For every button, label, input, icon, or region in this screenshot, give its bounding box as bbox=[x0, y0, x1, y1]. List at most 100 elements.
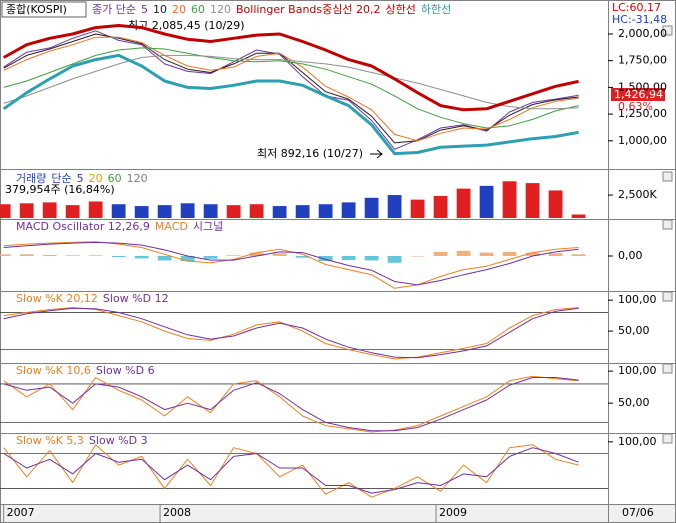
annotation: 최고 2,085,45 (10/29) bbox=[128, 19, 245, 32]
y-tick-label: 1,250,00 bbox=[618, 107, 667, 120]
last-date: 07/06 bbox=[622, 506, 654, 519]
annotation: 최저 892,16 (10/27) bbox=[257, 147, 363, 160]
y-tick-label: 50,00 bbox=[618, 396, 650, 409]
bar bbox=[272, 253, 287, 256]
bar bbox=[180, 256, 195, 262]
series-line bbox=[3, 47, 579, 129]
legend-label: 5 bbox=[77, 172, 84, 185]
bar bbox=[203, 204, 218, 218]
bar bbox=[341, 202, 356, 218]
bar bbox=[111, 204, 126, 218]
bar bbox=[387, 256, 402, 263]
legend-label: 시그널 bbox=[193, 220, 223, 233]
bar bbox=[19, 254, 34, 256]
legend-label: 상한선 bbox=[386, 3, 416, 16]
bar bbox=[456, 188, 471, 218]
legend-label: 20 bbox=[172, 3, 186, 16]
bar bbox=[249, 204, 264, 218]
bar bbox=[180, 203, 195, 218]
legend-label: 5 bbox=[141, 3, 148, 16]
panel-button bbox=[662, 363, 673, 374]
legend-label: Slow %K 20,12 bbox=[16, 292, 98, 305]
last-price: 1,426,94 bbox=[614, 88, 663, 101]
y-tick-label: 50,00 bbox=[618, 324, 650, 337]
bar bbox=[295, 256, 310, 258]
legend-label: Bollinger Bands중심선 20,2 bbox=[236, 3, 381, 16]
y-tick-label: 2,000,00 bbox=[618, 27, 667, 40]
legend-label: Slow %K 10,6 bbox=[16, 364, 91, 377]
bar bbox=[249, 252, 264, 256]
title-box bbox=[1, 1, 87, 18]
bar bbox=[0, 204, 11, 218]
bar bbox=[134, 206, 149, 218]
bar bbox=[318, 204, 333, 218]
volume-note: 379,954주 (16,84%) bbox=[5, 183, 115, 196]
series-line bbox=[3, 307, 579, 359]
y-tick-label: 100,00 bbox=[618, 364, 657, 377]
bar bbox=[134, 256, 149, 259]
bar bbox=[65, 255, 80, 256]
bar bbox=[226, 255, 241, 256]
bar bbox=[42, 254, 57, 256]
y-tick-label: 100,00 bbox=[618, 435, 657, 448]
series-line bbox=[3, 30, 579, 150]
bar bbox=[502, 181, 517, 218]
bar bbox=[548, 253, 563, 256]
y-tick-label: 1,750,00 bbox=[618, 54, 667, 67]
x-tick-label: 2008 bbox=[163, 506, 191, 519]
legend-label: 60 bbox=[191, 3, 205, 16]
bar bbox=[88, 201, 103, 218]
bar bbox=[42, 202, 57, 218]
panel-button bbox=[662, 219, 673, 230]
bar bbox=[295, 205, 310, 218]
series-line bbox=[2, 53, 579, 156]
legend-label: 120 bbox=[127, 172, 148, 185]
y-tick-label: 100,00 bbox=[618, 293, 657, 306]
bar bbox=[88, 255, 103, 256]
x-tick-label: 2007 bbox=[7, 506, 35, 519]
series-line bbox=[3, 36, 579, 142]
bar bbox=[433, 251, 448, 256]
x-axis-strip bbox=[0, 504, 676, 523]
legend-label: 종가 단순 bbox=[92, 3, 136, 16]
legend-label: 10 bbox=[153, 3, 167, 16]
bar bbox=[364, 256, 379, 261]
hc-label: HC:-31,48 bbox=[612, 13, 667, 26]
legend-label: 거래량 bbox=[16, 172, 46, 185]
bar bbox=[203, 256, 218, 259]
bar bbox=[111, 256, 126, 258]
annotation-arrow bbox=[370, 149, 383, 159]
bar bbox=[387, 195, 402, 218]
bar bbox=[548, 190, 563, 218]
bar bbox=[19, 203, 34, 218]
bar bbox=[341, 256, 356, 261]
bar bbox=[433, 195, 448, 218]
last-price-box bbox=[611, 88, 665, 101]
y-tick-label: 1,000,00 bbox=[618, 134, 667, 147]
bar bbox=[272, 206, 287, 218]
series-line bbox=[3, 54, 579, 110]
bar bbox=[410, 256, 425, 257]
legend-label: Slow %K 5,3 bbox=[16, 434, 84, 447]
panel-button bbox=[662, 25, 673, 36]
panel-button bbox=[662, 291, 673, 302]
series-line bbox=[3, 447, 579, 494]
legend-label: MACD bbox=[155, 220, 188, 233]
series-line bbox=[3, 444, 579, 498]
bar bbox=[456, 250, 471, 256]
bar bbox=[157, 205, 172, 218]
last-change: 0,63% bbox=[618, 100, 653, 113]
bar bbox=[0, 254, 11, 256]
y-tick-label: 0,00 bbox=[618, 249, 643, 262]
y-tick-label: 1,500,00 bbox=[618, 80, 667, 93]
legend-label: Slow %D 12 bbox=[103, 292, 169, 305]
bar bbox=[65, 205, 80, 218]
legend-label: 20 bbox=[89, 172, 103, 185]
y-tick-label: 2,500K bbox=[618, 188, 657, 201]
panel-button bbox=[662, 433, 673, 444]
chart-title: 종합(KOSPI) bbox=[6, 3, 67, 16]
bar bbox=[157, 256, 172, 261]
series-line bbox=[3, 375, 579, 433]
